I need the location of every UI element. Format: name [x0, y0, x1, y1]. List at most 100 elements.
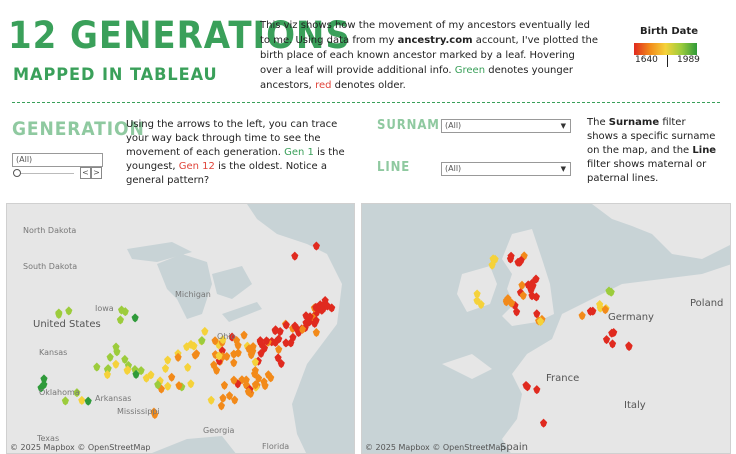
ancestor-leaf-marker[interactable]: [536, 317, 545, 327]
ancestor-leaf-marker[interactable]: [256, 337, 264, 347]
ancestor-leaf-marker[interactable]: [112, 359, 120, 369]
ancestor-leaf-marker[interactable]: [183, 342, 191, 352]
ancestor-leaf-marker[interactable]: [312, 328, 320, 338]
ancestor-leaf-marker[interactable]: [291, 321, 299, 331]
ancestor-leaf-marker[interactable]: [198, 336, 206, 346]
ancestor-leaf-marker[interactable]: [323, 301, 332, 311]
ancestor-leaf-marker[interactable]: [190, 341, 198, 351]
ancestor-leaf-marker[interactable]: [267, 373, 275, 383]
map-attribution[interactable]: © 2025 Mapbox © OpenStreetMap: [365, 443, 506, 452]
ancestor-leaf-marker[interactable]: [596, 303, 604, 313]
ancestor-leaf-marker[interactable]: [312, 241, 320, 251]
ancestor-leaf-marker[interactable]: [287, 338, 295, 348]
ancestor-leaf-marker[interactable]: [124, 365, 132, 375]
ancestor-leaf-marker[interactable]: [40, 380, 48, 390]
ancestor-leaf-marker[interactable]: [201, 326, 209, 336]
ancestor-leaf-marker[interactable]: [608, 339, 617, 349]
ancestor-leaf-marker[interactable]: [65, 306, 73, 316]
ancestor-leaf-marker[interactable]: [607, 287, 615, 297]
ancestor-leaf-marker[interactable]: [230, 358, 238, 368]
ancestor-leaf-marker[interactable]: [93, 362, 101, 372]
ancestor-leaf-marker[interactable]: [257, 348, 265, 358]
ancestor-leaf-marker[interactable]: [473, 296, 481, 306]
ancestor-leaf-marker[interactable]: [121, 307, 129, 317]
ancestor-leaf-marker[interactable]: [271, 326, 279, 336]
ancestor-leaf-marker[interactable]: [275, 344, 283, 354]
ancestor-leaf-marker[interactable]: [251, 380, 260, 390]
ancestor-leaf-marker[interactable]: [192, 349, 201, 359]
ancestor-leaf-marker[interactable]: [164, 381, 172, 391]
ancestor-leaf-marker[interactable]: [168, 372, 176, 382]
ancestor-leaf-marker[interactable]: [184, 362, 192, 372]
ancestor-leaf-marker[interactable]: [312, 315, 320, 325]
ancestor-leaf-marker[interactable]: [61, 396, 70, 406]
ancestor-leaf-marker[interactable]: [230, 375, 238, 385]
ancestor-leaf-marker[interactable]: [121, 354, 129, 364]
ancestor-leaf-marker[interactable]: [312, 302, 320, 312]
generation-next-button[interactable]: >: [91, 167, 102, 179]
generation-slider-track[interactable]: [18, 173, 74, 174]
ancestor-leaf-marker[interactable]: [174, 352, 182, 362]
ancestor-leaf-marker[interactable]: [249, 342, 257, 352]
ancestor-leaf-marker[interactable]: [488, 260, 496, 270]
ancestor-leaf-marker[interactable]: [244, 387, 253, 397]
ancestor-leaf-marker[interactable]: [73, 388, 81, 398]
ancestor-leaf-marker[interactable]: [271, 337, 280, 347]
ancestor-leaf-marker[interactable]: [262, 336, 271, 346]
ancestor-leaf-marker[interactable]: [517, 255, 525, 265]
ancestor-leaf-marker[interactable]: [277, 359, 285, 369]
ancestor-leaf-marker[interactable]: [533, 385, 541, 395]
ancestor-leaf-marker[interactable]: [602, 335, 611, 345]
generation-select[interactable]: (All): [12, 153, 103, 167]
generation-prev-button[interactable]: <: [80, 167, 91, 179]
ancestor-leaf-marker[interactable]: [137, 366, 145, 376]
ancestor-leaf-marker[interactable]: [225, 391, 234, 401]
ancestor-leaf-marker[interactable]: [132, 369, 140, 379]
ancestor-leaf-marker[interactable]: [40, 374, 48, 384]
ancestor-leaf-marker[interactable]: [608, 328, 616, 338]
ancestor-leaf-marker[interactable]: [215, 351, 223, 361]
ancestor-leaf-marker[interactable]: [512, 307, 521, 317]
ancestor-leaf-marker[interactable]: [223, 351, 231, 361]
ancestor-leaf-marker[interactable]: [161, 364, 170, 374]
ancestor-leaf-marker[interactable]: [103, 370, 111, 380]
us-map[interactable]: North Dakota South Dakota Iowa United St…: [6, 203, 355, 454]
ancestor-leaf-marker[interactable]: [489, 254, 497, 264]
ancestor-leaf-marker[interactable]: [282, 320, 290, 330]
surname-select[interactable]: (All) ▼: [441, 119, 571, 133]
ancestor-leaf-marker[interactable]: [55, 309, 63, 319]
ancestor-leaf-marker[interactable]: [84, 396, 92, 406]
ancestor-leaf-marker[interactable]: [523, 382, 532, 392]
ancestor-leaf-marker[interactable]: [254, 373, 263, 383]
ancestor-leaf-marker[interactable]: [539, 418, 548, 428]
ancestor-leaf-marker[interactable]: [104, 364, 112, 374]
ancestor-leaf-marker[interactable]: [219, 335, 227, 345]
ancestor-leaf-marker[interactable]: [503, 295, 511, 305]
ancestor-leaf-marker[interactable]: [78, 395, 86, 405]
ancestor-leaf-marker[interactable]: [473, 289, 481, 299]
line-select[interactable]: (All) ▼: [441, 162, 571, 176]
ancestor-leaf-marker[interactable]: [240, 330, 248, 340]
ancestor-leaf-marker[interactable]: [242, 375, 250, 385]
ancestor-leaf-marker[interactable]: [260, 377, 268, 387]
ancestor-leaf-marker[interactable]: [113, 347, 121, 357]
ancestor-leaf-marker[interactable]: [282, 338, 290, 348]
ancestor-leaf-marker[interactable]: [601, 305, 609, 315]
ancestor-leaf-marker[interactable]: [291, 251, 299, 261]
ancestor-leaf-marker[interactable]: [519, 291, 527, 301]
ancestor-leaf-marker[interactable]: [231, 395, 239, 405]
ancestor-leaf-marker[interactable]: [106, 352, 114, 362]
ancestor-leaf-marker[interactable]: [625, 342, 633, 352]
ancestor-leaf-marker[interactable]: [210, 360, 218, 370]
ancestor-leaf-marker[interactable]: [116, 315, 125, 325]
ancestor-leaf-marker[interactable]: [507, 251, 515, 261]
ancestor-leaf-marker[interactable]: [131, 313, 139, 323]
ancestor-leaf-marker[interactable]: [175, 381, 183, 391]
ancestor-leaf-marker[interactable]: [528, 291, 536, 301]
ancestor-leaf-marker[interactable]: [302, 311, 310, 321]
map-attribution[interactable]: © 2025 Mapbox © OpenStreetMap: [10, 443, 151, 452]
ancestor-leaf-marker[interactable]: [274, 353, 282, 363]
ancestor-leaf-marker[interactable]: [211, 336, 219, 346]
ancestor-leaf-marker[interactable]: [142, 373, 150, 383]
ancestor-leaf-marker[interactable]: [319, 301, 327, 311]
